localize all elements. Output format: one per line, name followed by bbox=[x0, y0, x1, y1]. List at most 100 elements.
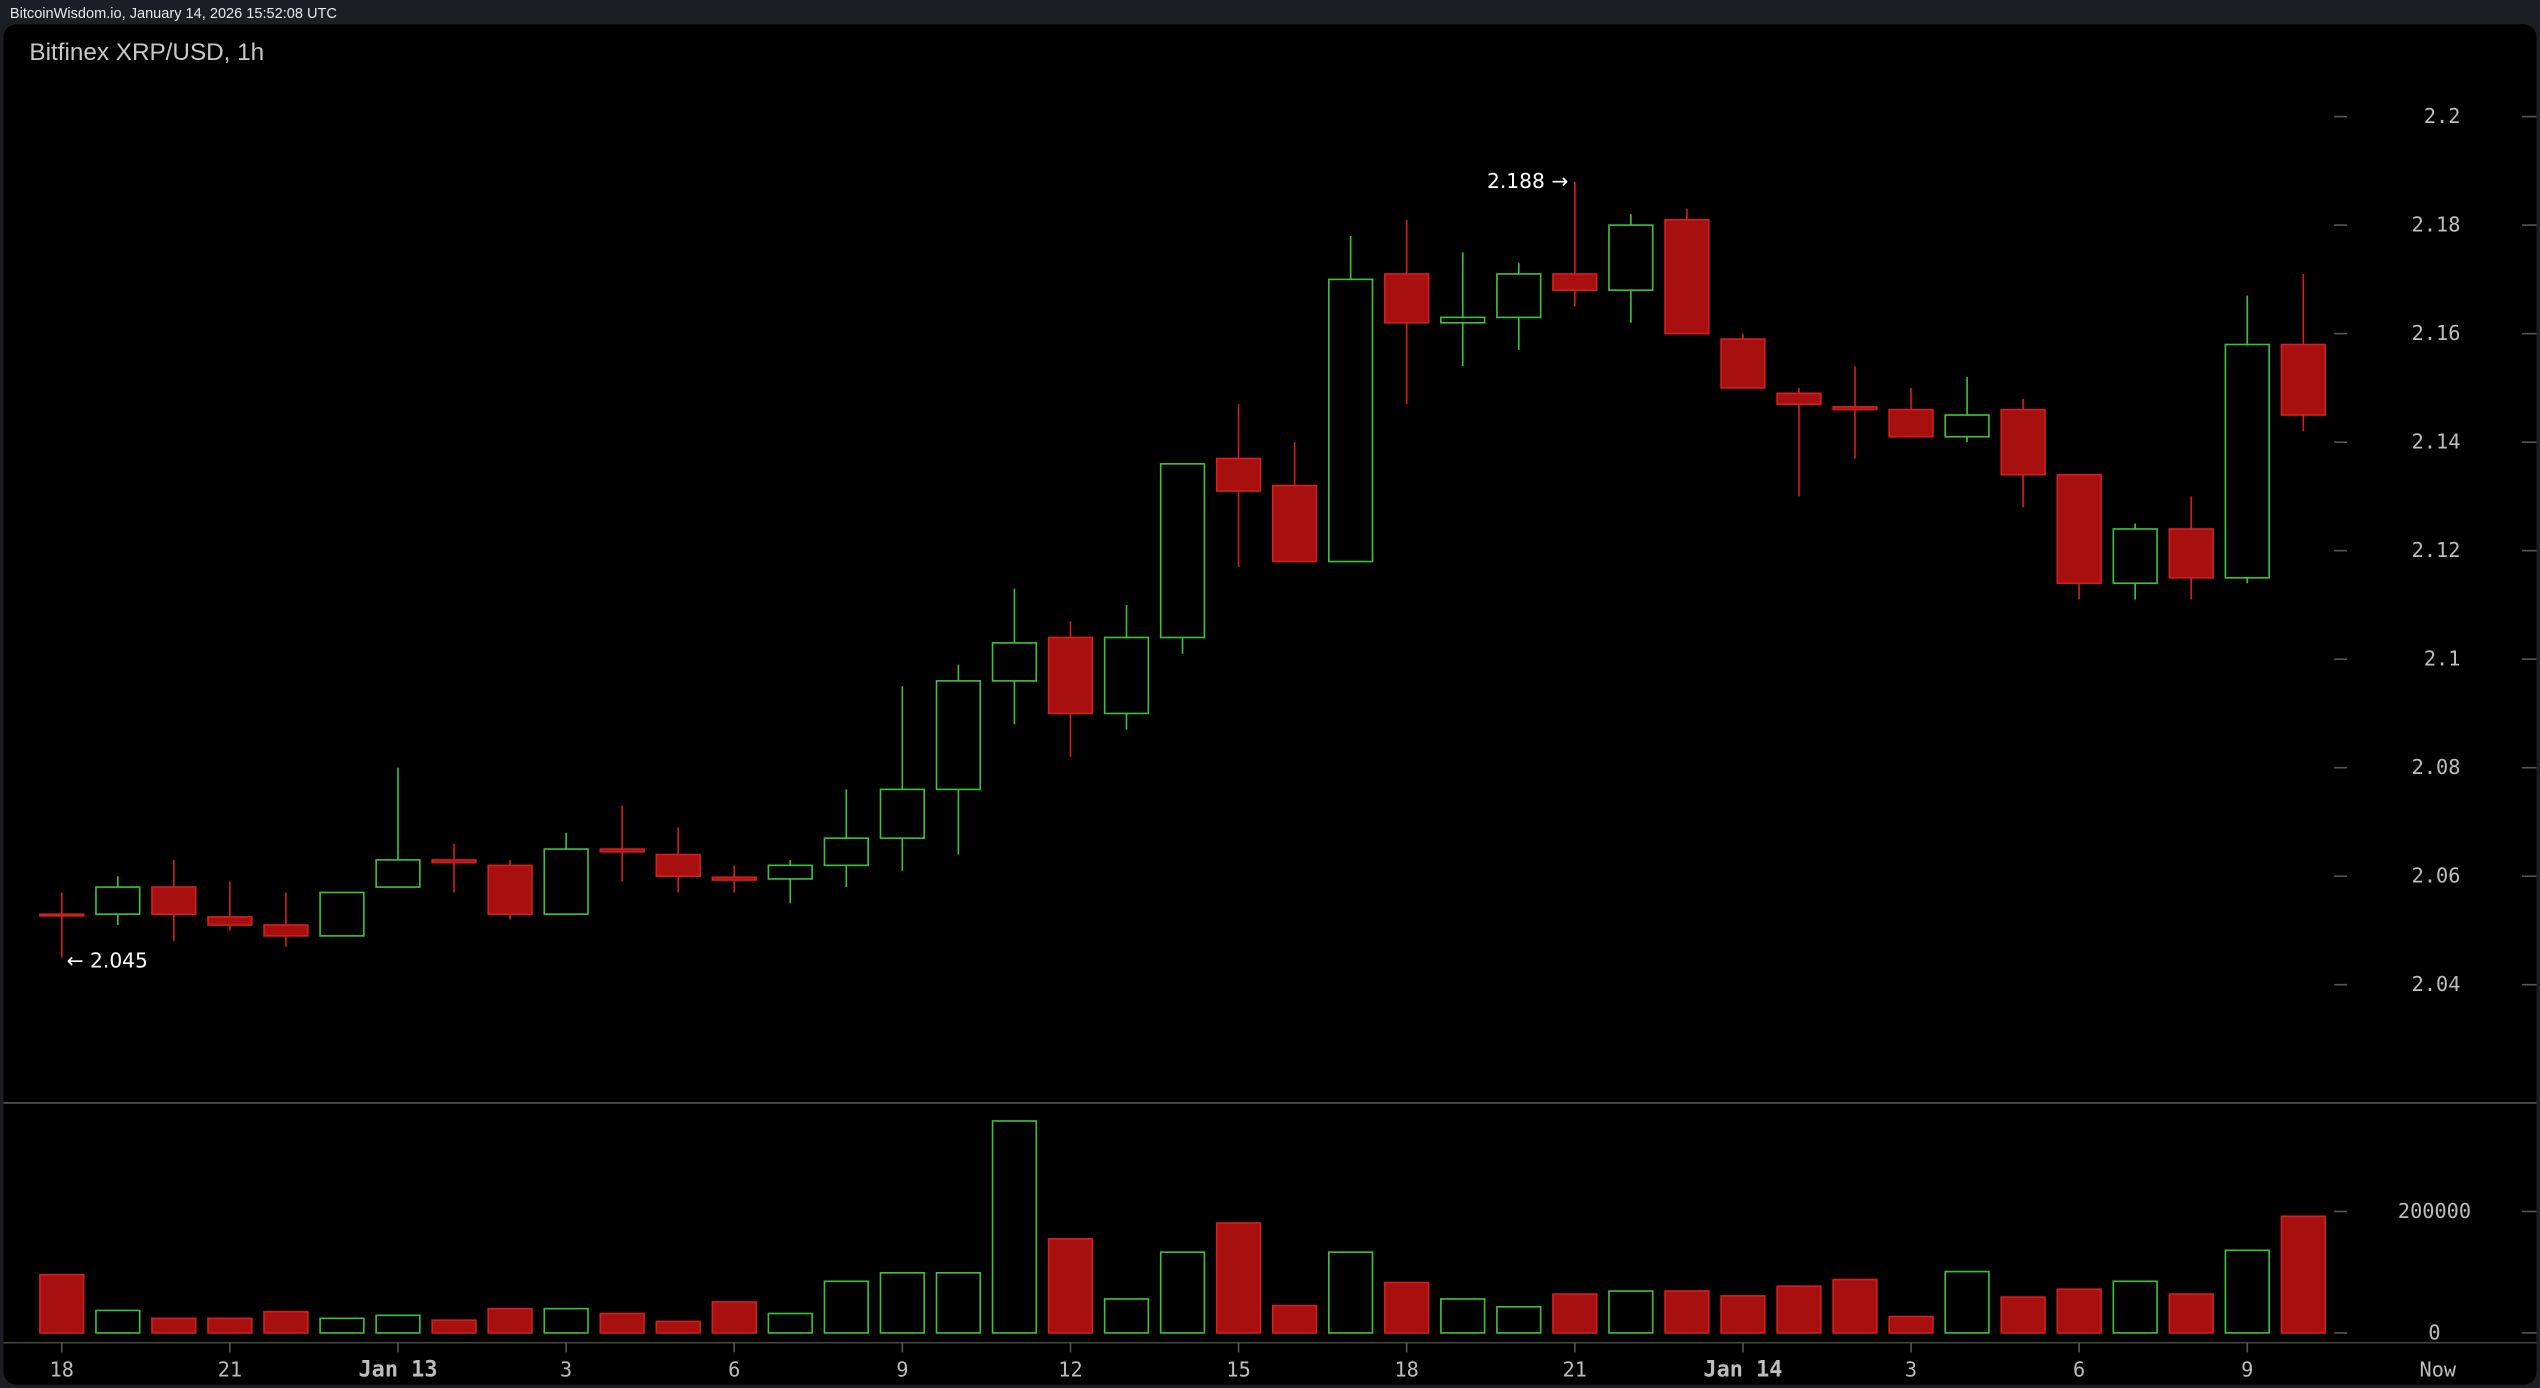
x-tick-label: Jan 14 bbox=[1703, 1358, 1782, 1383]
candle-body bbox=[543, 848, 589, 915]
volume-bar bbox=[487, 1307, 533, 1334]
candle-body bbox=[1215, 457, 1262, 492]
price-annotation: ← 2.045 bbox=[67, 948, 148, 972]
volume-bar bbox=[1496, 1306, 1542, 1334]
price-tick-label: 2.18 bbox=[2412, 213, 2461, 237]
x-tick-label: 18 bbox=[1395, 1358, 1419, 1382]
source-line: BitcoinWisdom.io, January 14, 2026 15:52… bbox=[10, 6, 337, 22]
price-tick-label: 2.06 bbox=[2412, 864, 2461, 888]
price-tick-label: 2.2 bbox=[2424, 104, 2461, 128]
x-tick-label: 9 bbox=[2241, 1358, 2253, 1382]
candle-body bbox=[207, 916, 253, 926]
volume-bar bbox=[1552, 1293, 1598, 1334]
candle-body bbox=[1608, 224, 1654, 292]
volume-bar bbox=[935, 1271, 982, 1334]
volume-bar bbox=[599, 1312, 645, 1334]
candle-body bbox=[1664, 218, 1710, 335]
annotations: 2.188 → ← 2.045 bbox=[67, 169, 1569, 972]
volume-tick-label: 200000 bbox=[2398, 1199, 2471, 1223]
volume-bar bbox=[655, 1320, 701, 1334]
volume-bar bbox=[263, 1310, 309, 1334]
x-tick-label: 3 bbox=[1905, 1358, 1917, 1382]
volume-bar bbox=[95, 1309, 141, 1334]
candle-body bbox=[2168, 528, 2214, 579]
volume-bar bbox=[319, 1317, 365, 1334]
candle-body bbox=[1496, 273, 1542, 319]
volume-bars bbox=[39, 1120, 2326, 1334]
volume-bar bbox=[1776, 1285, 1822, 1334]
candle-body bbox=[1440, 316, 1486, 324]
volume-tick-label: 0 bbox=[2428, 1320, 2440, 1344]
chart-panel bbox=[3, 24, 2537, 1385]
volume-bar bbox=[711, 1301, 757, 1334]
candle-body bbox=[2112, 528, 2158, 585]
volume-bar bbox=[2168, 1293, 2214, 1334]
candle-body bbox=[1720, 338, 1766, 389]
x-tick-label: 9 bbox=[896, 1358, 908, 1382]
volume-bar bbox=[207, 1317, 253, 1334]
price-annotation: 2.188 → bbox=[1487, 169, 1568, 193]
price-tick-label: 2.14 bbox=[2412, 430, 2461, 454]
candle-body bbox=[655, 853, 701, 878]
volume-bar bbox=[1384, 1281, 1430, 1334]
x-tick-label: 18 bbox=[50, 1358, 74, 1382]
volume-bar bbox=[151, 1317, 197, 1334]
volume-bar bbox=[991, 1120, 1038, 1334]
price-tick-label: 2.08 bbox=[2412, 755, 2461, 779]
volume-bar bbox=[1664, 1290, 1710, 1334]
candle-body bbox=[1552, 273, 1598, 292]
candle-body bbox=[2280, 343, 2326, 416]
volume-bar bbox=[1720, 1295, 1766, 1334]
candle-body bbox=[935, 680, 982, 791]
candle-body bbox=[1047, 636, 1094, 715]
volume-bar bbox=[879, 1271, 926, 1334]
x-tick-label: 15 bbox=[1226, 1358, 1250, 1382]
candle-body bbox=[2056, 473, 2102, 585]
price-tick-label: 2.12 bbox=[2412, 538, 2461, 562]
x-axis: 18 21 Jan 13 3 6 9 12 15 18 21 Jan 14 3 6 9 Now bbox=[50, 1342, 2457, 1383]
volume-bar bbox=[1215, 1222, 1262, 1334]
volume-bar bbox=[2112, 1280, 2158, 1334]
price-tick-label: 2.1 bbox=[2424, 647, 2461, 671]
candle-body bbox=[767, 864, 813, 880]
x-tick-label: 21 bbox=[218, 1358, 242, 1382]
candle-body bbox=[1944, 414, 1990, 438]
candle-body bbox=[711, 876, 757, 881]
volume-bar bbox=[1271, 1304, 1318, 1334]
volume-bar bbox=[2056, 1288, 2102, 1334]
volume-bar bbox=[543, 1307, 589, 1334]
volume-axis: 200000 0 bbox=[2334, 1199, 2537, 1344]
x-tick-label: 3 bbox=[560, 1358, 572, 1382]
candle-body bbox=[879, 788, 926, 840]
x-tick-label: 6 bbox=[2073, 1358, 2085, 1382]
candle-body bbox=[1776, 392, 1822, 405]
candle-body bbox=[1271, 484, 1318, 563]
candle-body bbox=[2000, 408, 2046, 476]
volume-bar bbox=[2280, 1215, 2326, 1334]
price-tick-label: 2.04 bbox=[2412, 972, 2461, 996]
volume-bar bbox=[823, 1280, 869, 1334]
volume-bar bbox=[1832, 1278, 1878, 1334]
price-tick-label: 2.16 bbox=[2412, 321, 2461, 345]
candle-body bbox=[1103, 636, 1150, 715]
candle-body bbox=[2224, 343, 2270, 579]
candle-body bbox=[991, 642, 1038, 682]
volume-bar bbox=[39, 1273, 85, 1334]
chart-title: Bitfinex XRP/USD, 1h bbox=[29, 39, 264, 66]
volume-bar bbox=[1327, 1251, 1374, 1334]
volume-bar bbox=[375, 1314, 421, 1334]
candle-body bbox=[599, 848, 645, 853]
candle-body bbox=[1832, 406, 1878, 411]
volume-bar bbox=[1608, 1290, 1654, 1334]
candle-body bbox=[487, 864, 533, 915]
x-tick-label: Jan 13 bbox=[359, 1358, 438, 1383]
x-tick-label: Now bbox=[2420, 1358, 2457, 1382]
candle-body bbox=[823, 837, 869, 867]
candle-body bbox=[1384, 273, 1430, 324]
volume-bar bbox=[2000, 1296, 2046, 1334]
candle-body bbox=[431, 859, 477, 864]
candle-body bbox=[151, 886, 197, 915]
candle-body bbox=[95, 886, 141, 915]
volume-bar bbox=[1159, 1251, 1206, 1334]
